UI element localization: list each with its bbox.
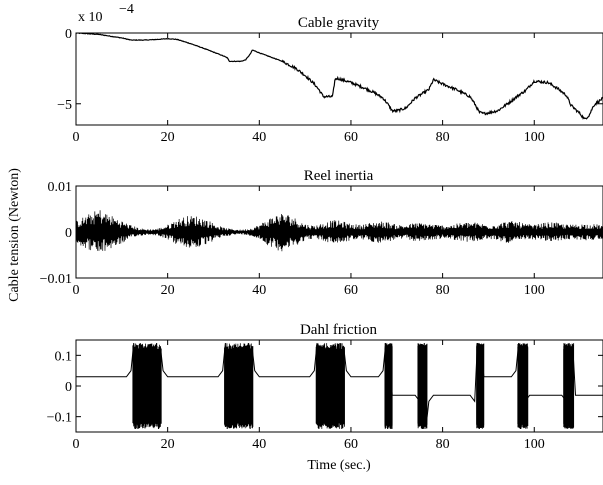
- y-tick-label: −0.01: [40, 272, 72, 287]
- y-tick-label: 0: [65, 380, 72, 395]
- exponent-label: x 10: [78, 10, 103, 25]
- series-line: [76, 210, 603, 252]
- y-tick-label: 0: [65, 226, 72, 241]
- axes-frame: [75, 32, 603, 126]
- x-tick-label: 60: [344, 437, 358, 452]
- panel-title: Reel inertia: [304, 168, 374, 184]
- y-tick-label: 0.01: [48, 180, 73, 195]
- x-tick-label: 40: [252, 130, 266, 145]
- series-oscillation-band: [132, 343, 575, 429]
- x-tick-label: 40: [252, 283, 266, 298]
- exponent-value: −4: [119, 2, 134, 17]
- shared-y-axis-label: Cable tension (Newton): [7, 168, 22, 302]
- x-tick-label: 100: [524, 437, 545, 452]
- y-tick-label: −0.1: [47, 411, 72, 426]
- x-tick-label: 40: [252, 437, 266, 452]
- panel-title: Cable gravity: [298, 15, 380, 31]
- x-tick-label: 100: [524, 130, 545, 145]
- x-tick-label: 20: [161, 283, 175, 298]
- panel-cable-gravity: 0 20 40 60 80 100 −5 0 Cable gravity x 10 −4: [57, 2, 603, 145]
- x-tick-label: 0: [73, 283, 80, 298]
- series-line: [76, 33, 603, 120]
- y-tick-label: 0: [65, 27, 72, 42]
- panel-title: Dahl friction: [300, 322, 378, 338]
- y-tick-label: 0.1: [55, 349, 73, 364]
- x-tick-label: 60: [344, 130, 358, 145]
- x-tick-label: 20: [161, 130, 175, 145]
- x-tick-label: 20: [161, 437, 175, 452]
- x-tick-label: 100: [524, 283, 545, 298]
- x-tick-label: 0: [73, 130, 80, 145]
- x-tick-label: 0: [73, 437, 80, 452]
- x-tick-label: 80: [436, 437, 450, 452]
- x-tick-label: 80: [436, 130, 450, 145]
- x-tick-label: 60: [344, 283, 358, 298]
- y-tick-label: −5: [57, 98, 72, 113]
- panels-group: 0 20 40 60 80 100 −5 0 Cable gravity x 10 −4 0 20 40 6…: [40, 2, 603, 452]
- shared-x-axis-label: Time (sec.): [307, 458, 371, 473]
- x-tick-label: 80: [436, 283, 450, 298]
